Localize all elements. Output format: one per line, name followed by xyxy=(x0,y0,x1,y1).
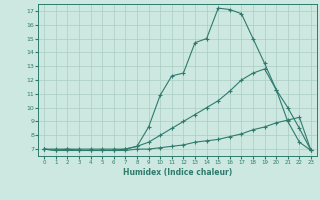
X-axis label: Humidex (Indice chaleur): Humidex (Indice chaleur) xyxy=(123,168,232,177)
